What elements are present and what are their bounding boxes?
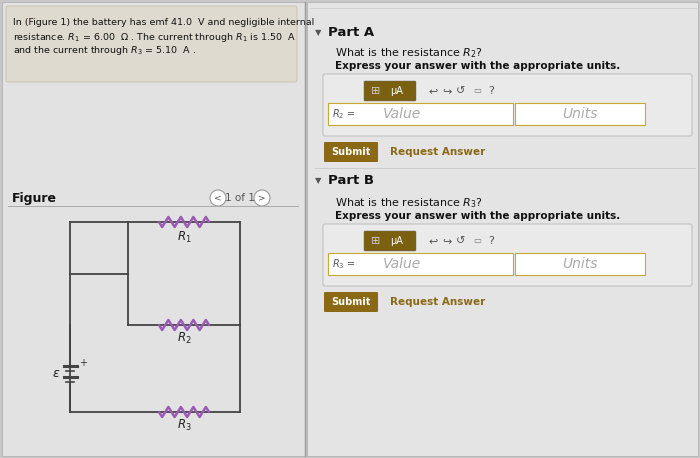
Text: $\varepsilon$: $\varepsilon$ bbox=[52, 367, 60, 380]
FancyBboxPatch shape bbox=[323, 74, 692, 136]
Text: Units: Units bbox=[562, 257, 598, 271]
Text: ⊞: ⊞ bbox=[371, 236, 381, 246]
Text: resistance. $R_1$ = 6.00  $\Omega$ . The current through $R_1$ is 1.50  A: resistance. $R_1$ = 6.00 $\Omega$ . The … bbox=[13, 31, 296, 44]
Text: Express your answer with the appropriate units.: Express your answer with the appropriate… bbox=[335, 211, 620, 221]
Text: Part B: Part B bbox=[328, 174, 374, 187]
Text: Figure: Figure bbox=[12, 192, 57, 205]
FancyBboxPatch shape bbox=[324, 142, 378, 162]
Text: and the current through $R_3$ = 5.10  A .: and the current through $R_3$ = 5.10 A . bbox=[13, 44, 197, 57]
FancyBboxPatch shape bbox=[515, 253, 645, 275]
Text: ▭: ▭ bbox=[473, 236, 481, 245]
Text: Value: Value bbox=[383, 257, 421, 271]
Text: Express your answer with the appropriate units.: Express your answer with the appropriate… bbox=[335, 61, 620, 71]
FancyBboxPatch shape bbox=[364, 231, 416, 251]
Bar bbox=[307, 2, 698, 456]
Text: In (Figure 1) the battery has emf 41.0  V and negligible internal: In (Figure 1) the battery has emf 41.0 V… bbox=[13, 18, 314, 27]
Text: ?: ? bbox=[488, 86, 494, 96]
Text: 1 of 1: 1 of 1 bbox=[225, 193, 255, 203]
Text: Submit: Submit bbox=[331, 297, 371, 307]
Text: $R_3$ =: $R_3$ = bbox=[332, 257, 356, 271]
FancyBboxPatch shape bbox=[324, 292, 378, 312]
Text: >: > bbox=[258, 193, 266, 202]
Text: ▭: ▭ bbox=[473, 87, 481, 96]
Text: $R_2$: $R_2$ bbox=[176, 331, 191, 346]
Text: μA: μA bbox=[391, 86, 403, 96]
Text: $R_3$: $R_3$ bbox=[176, 418, 191, 433]
FancyBboxPatch shape bbox=[6, 6, 297, 82]
Text: ?: ? bbox=[488, 236, 494, 246]
Text: Units: Units bbox=[562, 107, 598, 121]
Text: Request Answer: Request Answer bbox=[390, 147, 485, 157]
Text: What is the resistance $R_3$?: What is the resistance $R_3$? bbox=[335, 196, 483, 210]
Text: +: + bbox=[79, 358, 87, 367]
Text: <: < bbox=[214, 193, 222, 202]
Text: ↺: ↺ bbox=[456, 236, 466, 246]
Text: ↺: ↺ bbox=[456, 86, 466, 96]
Text: ▼: ▼ bbox=[315, 28, 321, 37]
Text: ↩: ↩ bbox=[428, 236, 438, 246]
Text: μA: μA bbox=[391, 236, 403, 246]
FancyBboxPatch shape bbox=[364, 81, 416, 101]
FancyBboxPatch shape bbox=[323, 224, 692, 286]
Text: Value: Value bbox=[383, 107, 421, 121]
Text: $R_1$: $R_1$ bbox=[176, 230, 191, 245]
Bar bbox=[2, 2, 305, 456]
Circle shape bbox=[210, 190, 226, 206]
Text: ↩: ↩ bbox=[428, 86, 438, 96]
FancyBboxPatch shape bbox=[328, 103, 513, 125]
Text: $R_2$ =: $R_2$ = bbox=[332, 107, 356, 121]
Circle shape bbox=[254, 190, 270, 206]
Text: ⊞: ⊞ bbox=[371, 86, 381, 96]
Text: What is the resistance $R_2$?: What is the resistance $R_2$? bbox=[335, 46, 483, 60]
Text: ↪: ↪ bbox=[442, 236, 452, 246]
FancyBboxPatch shape bbox=[328, 253, 513, 275]
Text: Submit: Submit bbox=[331, 147, 371, 157]
Text: Part A: Part A bbox=[328, 26, 374, 39]
FancyBboxPatch shape bbox=[515, 103, 645, 125]
Text: ▼: ▼ bbox=[315, 176, 321, 185]
Text: ↪: ↪ bbox=[442, 86, 452, 96]
Text: Request Answer: Request Answer bbox=[390, 297, 485, 307]
